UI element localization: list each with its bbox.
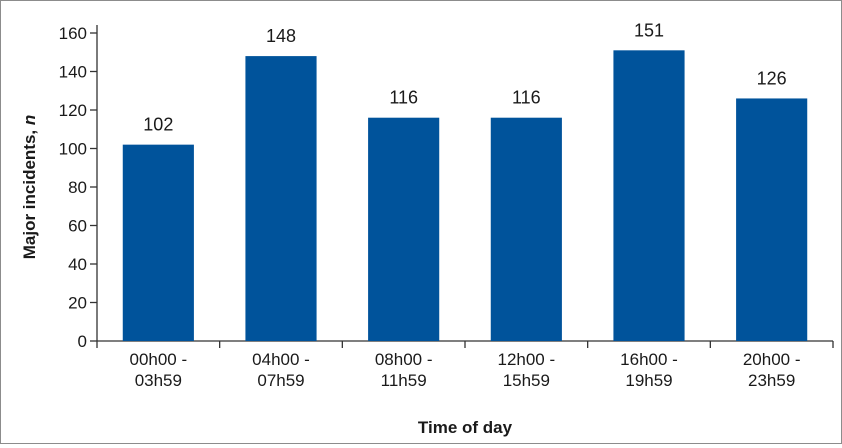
x-axis: 00h00 - 03h59 04h00 - 07h59 08h00 - 11h59 12h0…	[96, 340, 834, 390]
y-tick-label: 100	[59, 140, 87, 159]
bar	[245, 56, 317, 341]
y-axis-title-italic: n	[20, 115, 39, 125]
y-tick-label: 140	[59, 63, 87, 82]
data-label: 126	[757, 68, 787, 88]
x-tick-label: 03h59	[135, 371, 182, 390]
bars	[122, 50, 808, 341]
x-tick-label: 12h00 -	[497, 350, 555, 369]
data-label: 148	[266, 26, 296, 46]
data-label: 116	[512, 88, 541, 108]
x-tick-label: 07h59	[257, 371, 304, 390]
bar	[490, 117, 562, 341]
x-tick-label: 00h00 -	[129, 350, 187, 369]
bar	[122, 144, 194, 341]
y-tick-label: 40	[68, 255, 87, 274]
bar	[736, 98, 808, 341]
x-tick-label: 19h59	[625, 371, 672, 390]
y-axis: 0 20 40 60 80 100 120 140 160	[59, 24, 98, 351]
y-axis-title: Major incidents, n	[20, 115, 39, 260]
x-tick-label: 16h00 -	[620, 350, 678, 369]
y-tick-label: 60	[68, 217, 87, 236]
data-label: 116	[389, 88, 418, 108]
y-tick-label: 0	[78, 332, 87, 351]
x-tick-label: 20h00 -	[743, 350, 801, 369]
x-tick-label: 08h00 -	[375, 350, 433, 369]
x-axis-title: Time of day	[418, 418, 513, 437]
x-tick-label: 11h59	[381, 371, 427, 390]
x-tick-label: 04h00 -	[252, 350, 310, 369]
y-axis-title-main: Major incidents,	[20, 125, 39, 259]
x-tick-label: 23h59	[748, 371, 795, 390]
bar	[613, 50, 685, 341]
y-tick-label: 20	[68, 294, 87, 313]
data-labels: 102 148 116 116 151 126	[143, 20, 786, 134]
x-tick-label: 15h59	[503, 371, 550, 390]
data-label: 151	[634, 20, 664, 40]
y-tick-label: 120	[59, 101, 87, 120]
y-tick-label: 80	[68, 178, 87, 197]
y-tick-label: 160	[59, 24, 87, 43]
data-label: 102	[143, 115, 173, 135]
bar	[368, 117, 440, 341]
